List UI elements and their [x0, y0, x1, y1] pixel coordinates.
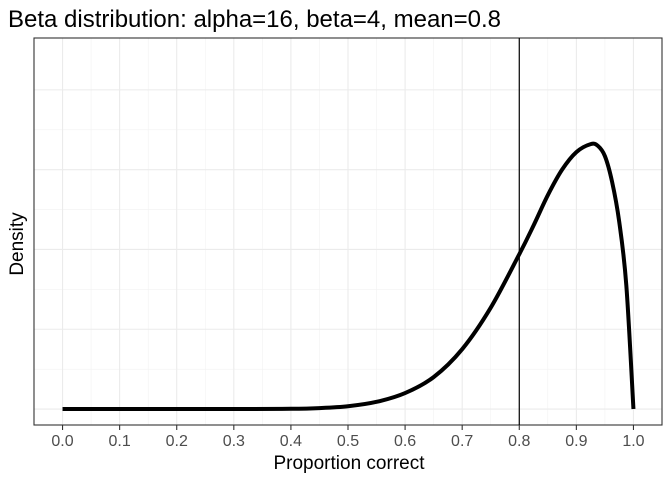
x-tick-label: 0.2: [166, 433, 188, 450]
x-axis-tick-labels: 0.0 0.1 0.2 0.3 0.4 0.5 0.6 0.7 0.8 0.9 1.0: [51, 433, 644, 450]
chart-title: Beta distribution: alpha=16, beta=4, mea…: [8, 6, 501, 33]
x-tick-label: 0.3: [223, 433, 245, 450]
series-layer: [62, 141, 636, 412]
x-tick-label: 0.0: [51, 433, 73, 450]
x-tick-label: 1.0: [622, 433, 644, 450]
x-tick-label: 0.4: [280, 433, 302, 450]
x-tick-label: 0.8: [508, 433, 530, 450]
x-tick-label: 0.6: [394, 433, 416, 450]
x-axis-ticks: [61, 425, 635, 430]
x-tick-label: 0.9: [565, 433, 587, 450]
x-axis-title: Proportion correct: [273, 453, 425, 474]
x-tick-label: 0.1: [109, 433, 131, 450]
x-tick-label: 0.7: [451, 433, 473, 450]
x-tick-label: 0.5: [337, 433, 359, 450]
grid-major: [33, 37, 663, 426]
density-curve: [62, 141, 636, 412]
y-axis-title: Density: [7, 212, 28, 276]
